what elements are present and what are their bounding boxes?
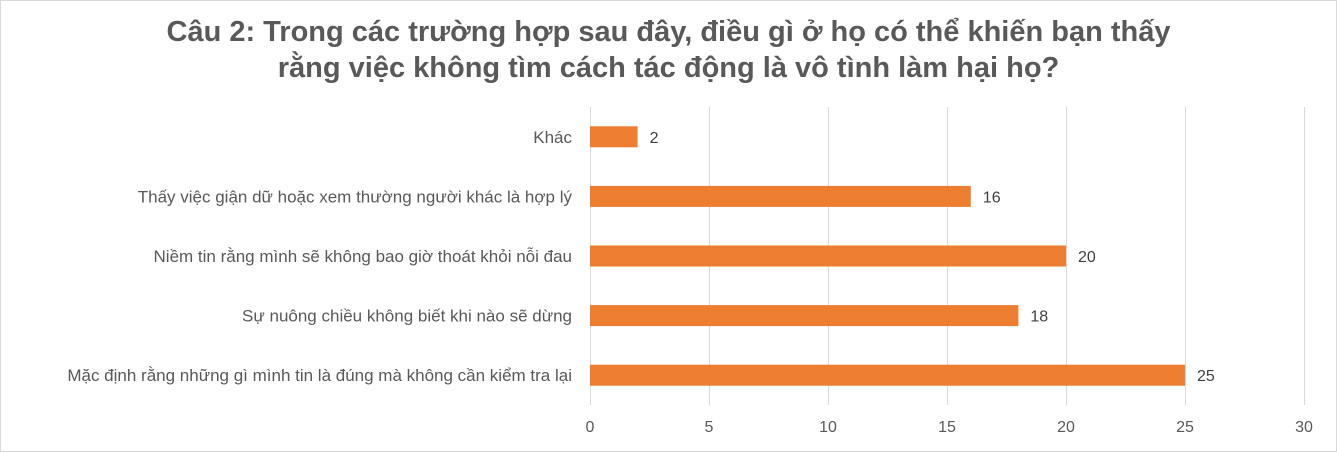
bars bbox=[590, 126, 1185, 386]
chart-title-line-1: Câu 2: Trong các trường hợp sau đây, điề… bbox=[166, 16, 1171, 48]
bar bbox=[590, 245, 1066, 267]
x-tick-label: 20 bbox=[1057, 419, 1075, 436]
x-axis-tick-labels: 0 5 10 15 20 25 30 bbox=[586, 419, 1313, 436]
category-label: Thấy việc giận dữ hoặc xem thường người … bbox=[138, 187, 573, 206]
category-label: Khác bbox=[533, 128, 572, 147]
bar bbox=[590, 364, 1185, 386]
category-label: Sự nuông chiều không biết khi nào sẽ dừn… bbox=[242, 307, 572, 326]
data-label: 18 bbox=[1030, 309, 1048, 326]
chart-title: Câu 2: Trong các trường hợp sau đây, điề… bbox=[0, 14, 1337, 86]
data-label: 25 bbox=[1197, 368, 1215, 385]
x-tick-label: 10 bbox=[819, 419, 837, 436]
x-tick-label: 30 bbox=[1295, 419, 1313, 436]
bar bbox=[590, 185, 971, 207]
x-tick-label: 5 bbox=[705, 419, 714, 436]
category-labels: Khác Thấy việc giận dữ hoặc xem thường ng… bbox=[67, 128, 572, 385]
data-label: 20 bbox=[1078, 249, 1096, 266]
bar bbox=[590, 305, 1019, 327]
category-label: Niềm tin rằng mình sẽ không bao giờ thoá… bbox=[154, 247, 572, 266]
value-labels: 2 16 20 18 25 bbox=[650, 130, 1215, 385]
x-tick-label: 25 bbox=[1176, 419, 1194, 436]
x-tick-label: 15 bbox=[938, 419, 956, 436]
data-label: 2 bbox=[650, 130, 659, 147]
bar bbox=[590, 126, 638, 148]
x-tick-label: 0 bbox=[586, 419, 595, 436]
category-label: Mặc định rằng những gì mình tin là đúng … bbox=[67, 366, 572, 385]
chart-title-line-2: rằng việc không tìm cách tác động là vô … bbox=[277, 52, 1060, 84]
data-label: 16 bbox=[983, 189, 1001, 206]
